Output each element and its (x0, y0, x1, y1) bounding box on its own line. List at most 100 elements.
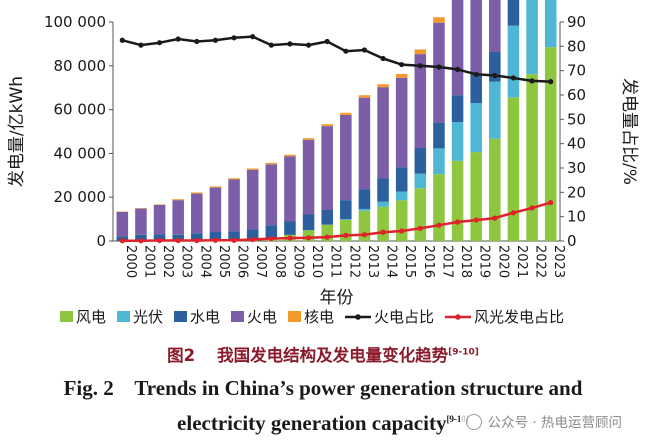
y-left-tick-label: 0 (96, 232, 106, 250)
bar-segment (265, 164, 278, 226)
legend-label: 风电 (76, 308, 106, 326)
legend-item: 风光发电占比 (445, 308, 564, 326)
bar-segment (433, 174, 445, 241)
series-point (436, 64, 442, 70)
series-line (122, 201, 552, 243)
bar-segment (470, 0, 482, 75)
legend-label: 风光发电占比 (474, 308, 564, 326)
series-point (454, 219, 461, 225)
x-tick-label: 2003 (179, 245, 194, 278)
x-tick-label: 2001 (141, 245, 156, 278)
bar-segment (451, 122, 464, 161)
x-tick-label: 2009 (290, 245, 305, 278)
bar-segment (209, 187, 222, 233)
legend-swatch (231, 311, 244, 322)
y-right-tick-label: 60 (567, 86, 586, 104)
bar-segment (507, 97, 520, 241)
figure-caption-cn: 图2 我国发电结构及发电量变化趋势[9-10] (0, 342, 646, 366)
bar-segment (433, 22, 445, 123)
series-point (156, 237, 163, 244)
y-left-tick-label: 60 000 (54, 101, 107, 119)
series-point (250, 236, 256, 243)
x-tick-label: 2023 (551, 245, 566, 278)
bar-segment (358, 95, 371, 98)
series-point (156, 40, 163, 46)
bar-segment (358, 210, 371, 241)
caption-en-ref: [9-10] (446, 414, 469, 424)
series-point (454, 66, 461, 73)
series-point (287, 235, 293, 241)
x-tick-label: 2005 (216, 245, 231, 278)
bar-segment (191, 193, 203, 234)
series-line (121, 35, 551, 83)
bar-segment (470, 103, 482, 153)
bar-segment (377, 84, 389, 88)
x-axis-title: 年份 (320, 288, 354, 308)
y-right-tick-label: 50 (567, 110, 586, 128)
bar-segment (358, 189, 371, 209)
series-point (399, 228, 405, 234)
series-point (436, 222, 442, 228)
x-tick-label: 2022 (533, 245, 548, 278)
series-point (175, 237, 181, 244)
series-point (492, 215, 498, 221)
bar-segment (284, 154, 296, 157)
series-point (138, 42, 144, 48)
bar-segment (321, 124, 333, 127)
series-point (417, 63, 423, 69)
legend-item: 火电占比 (345, 308, 434, 326)
bar-segment (172, 200, 184, 235)
bar-segment (135, 208, 147, 235)
y-axis-right-title: 发电量占比/% (619, 78, 639, 185)
bar-segment (395, 191, 408, 201)
y-right-tick-label: 10 (567, 208, 586, 226)
series-point (194, 38, 200, 45)
caption-cn-number: 图2 (167, 346, 196, 365)
series-point (212, 237, 219, 243)
x-tick-label: 2007 (253, 245, 268, 278)
series-point (324, 234, 330, 240)
series-point (250, 34, 256, 40)
bar-segment (246, 168, 259, 170)
y-right-tick-label: 70 (567, 62, 586, 80)
series-point (529, 205, 535, 211)
series-point (473, 217, 479, 223)
series-point (343, 232, 349, 239)
bar-segment (153, 234, 166, 241)
series-point (231, 237, 237, 243)
bar-segment (340, 112, 352, 115)
series-point (268, 42, 274, 48)
wechat-icon (465, 414, 482, 430)
chart-area: 0 20 000 40 000 60 000 80 000 100 000 0 10 20 30 4… (7, 0, 639, 326)
bar-segment (340, 219, 352, 220)
bar-segment (209, 186, 222, 188)
y-left-tick-label: 80 000 (54, 57, 107, 75)
figure-caption-en-line2: electricity generation capacity[9-10] (0, 411, 646, 436)
series-point (305, 42, 312, 48)
y-left-tick-label: 100 000 (44, 13, 106, 31)
bar-segment (153, 204, 166, 235)
caption-cn-ref: [9-10] (448, 347, 479, 358)
series-point (380, 229, 386, 235)
series-point (492, 72, 498, 79)
bar-segment (395, 200, 408, 241)
caption-en-line1: Fig. 2 Trends in China’s power generatio… (63, 376, 583, 400)
legend-label: 核电 (304, 308, 334, 326)
legend-label: 火电 (247, 308, 277, 326)
bar-segment (470, 152, 482, 241)
y-right-tick-label: 80 (567, 37, 586, 55)
bar-segment (395, 167, 408, 192)
y-left-tick-label: 20 000 (54, 188, 107, 206)
bar-segment (302, 139, 315, 215)
series-point (510, 75, 517, 81)
bar-segment (451, 160, 464, 241)
series-point (119, 238, 125, 244)
bar-segment (153, 204, 166, 205)
y-right-tick-label: 0 (567, 232, 577, 250)
bar-segment (116, 211, 129, 237)
bar-segment (135, 234, 147, 241)
bar-segment (302, 138, 315, 140)
bar-segment (507, 0, 520, 26)
series-point (548, 199, 554, 206)
legend-swatch (60, 311, 73, 322)
